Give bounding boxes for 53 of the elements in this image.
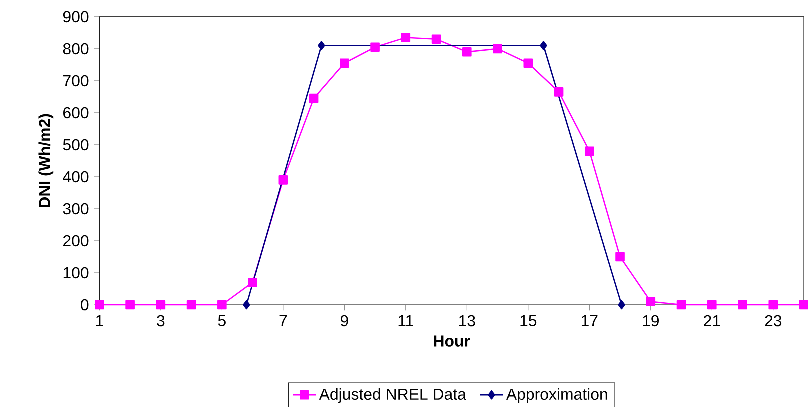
y-tick-label: 900 (63, 11, 89, 23)
point (243, 300, 250, 310)
point (676, 300, 686, 310)
y-tick-label: 300 (63, 204, 89, 215)
point (248, 278, 258, 288)
point (524, 58, 534, 68)
x-tick-label: 13 (459, 316, 476, 327)
point (218, 300, 227, 310)
y-tick-label: 0 (81, 300, 89, 311)
x-tick-label: 1 (96, 316, 104, 326)
y-axis-title: DNI (Wh/m2) (38, 114, 54, 208)
x-tick-label: 19 (643, 316, 659, 327)
point (554, 88, 564, 97)
x-tick-label: 3 (157, 316, 165, 327)
point (340, 58, 350, 68)
point (156, 300, 166, 310)
x-tick-label: 23 (765, 316, 782, 327)
point (126, 300, 135, 310)
point (370, 42, 380, 52)
x-tick-label: 11 (398, 316, 414, 326)
point (186, 300, 196, 310)
point (707, 300, 717, 310)
legend-label: Adjusted NREL Data (319, 388, 466, 404)
x-tick-label: 7 (280, 316, 288, 326)
point (646, 297, 656, 307)
point (95, 300, 104, 310)
point (309, 94, 319, 104)
point (318, 41, 326, 51)
y-tick-label: 100 (64, 268, 89, 279)
x-tick-label: 5 (218, 316, 226, 327)
y-tick-label: 400 (63, 172, 89, 183)
point (278, 176, 288, 185)
y-tick-label: 500 (63, 140, 89, 151)
x-tick-label: 17 (582, 316, 598, 326)
point (401, 33, 411, 43)
point (618, 300, 626, 310)
y-tick-label: 200 (63, 236, 89, 247)
x-tick-label: 9 (340, 316, 348, 327)
point (738, 300, 748, 310)
y-tick-label: 800 (63, 43, 89, 55)
point (768, 300, 778, 310)
y-tick-label: 700 (64, 75, 89, 87)
x-tick-label: 21 (704, 316, 720, 327)
x-tick-label: 15 (520, 316, 537, 327)
point (584, 146, 594, 156)
y-tick-label: 600 (64, 107, 89, 119)
legend-label: Approximation (506, 388, 608, 404)
point (540, 41, 548, 51)
point (616, 252, 625, 262)
point (493, 44, 502, 54)
point (432, 34, 442, 44)
point (462, 48, 472, 57)
x-axis-title: Hour (434, 336, 470, 348)
